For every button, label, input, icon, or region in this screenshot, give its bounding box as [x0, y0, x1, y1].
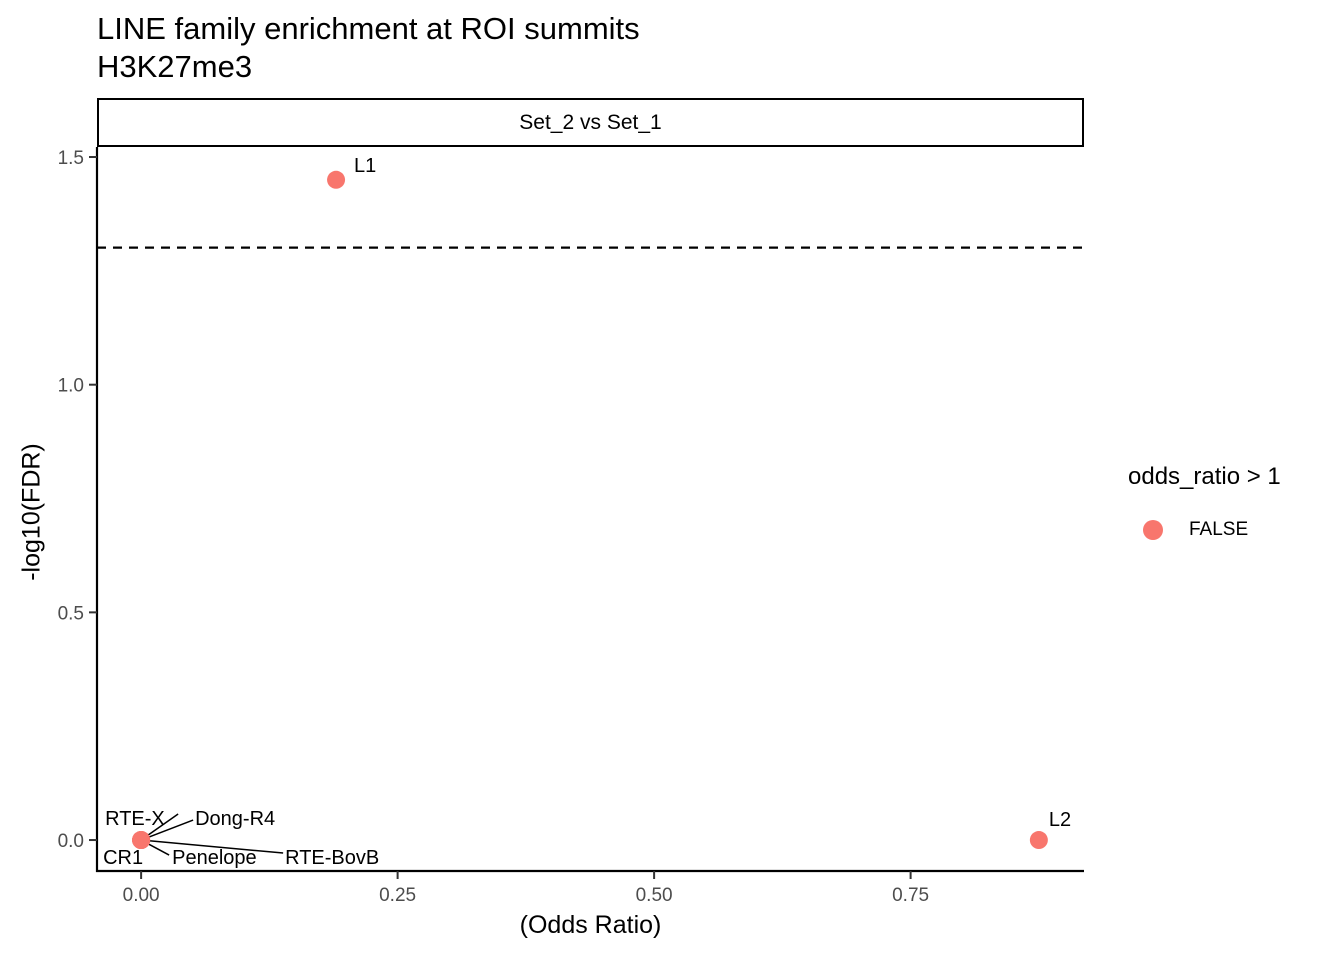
point-label-rte-x: RTE-X	[105, 808, 165, 830]
legend-title: odds_ratio > 1	[1128, 463, 1281, 490]
y-axis-tick-label: 1.5	[58, 148, 84, 169]
legend-key-label: FALSE	[1189, 519, 1249, 540]
y-axis-tick-label: 0.5	[58, 603, 84, 624]
x-axis-tick-label: 0.00	[123, 885, 160, 906]
legend-point-icon	[1143, 520, 1163, 540]
label-leader-line	[141, 839, 284, 854]
plot-title: LINE family enrichment at ROI summits	[97, 11, 640, 46]
point-label-cr1: CR1	[103, 847, 143, 869]
facet-strip: Set_2 vs Set_1	[97, 98, 1084, 147]
x-axis-tick-label: 0.75	[892, 885, 929, 906]
data-point-rte-bovb	[132, 831, 151, 850]
y-axis-tick-label: 1.0	[58, 376, 84, 397]
legend-item-false: FALSE	[1128, 519, 1281, 541]
point-label-l1: L1	[354, 155, 376, 177]
x-axis-tick-label: 0.50	[636, 885, 673, 906]
plot-subtitle: H3K27me3	[97, 49, 253, 84]
data-point-l1	[327, 170, 346, 189]
point-label-dong-r4: Dong-R4	[195, 808, 275, 830]
data-point-l2	[1029, 831, 1048, 850]
x-axis-title: (Odds Ratio)	[519, 911, 662, 939]
x-axis-tick-label: 0.25	[379, 885, 416, 906]
y-axis-title: -log10(FDR)	[17, 443, 46, 581]
label-leader-line	[140, 819, 194, 841]
legend-key-icon	[1143, 520, 1163, 540]
facet-strip-label: Set_2 vs Set_1	[519, 110, 662, 134]
point-label-penelope: Penelope	[172, 847, 257, 869]
point-label-l2: L2	[1049, 809, 1071, 831]
legend: odds_ratio > 1 FALSE	[1128, 463, 1281, 541]
y-axis-tick-label: 0.0	[58, 831, 84, 852]
point-label-rte-bovb: RTE-BovB	[285, 847, 379, 869]
